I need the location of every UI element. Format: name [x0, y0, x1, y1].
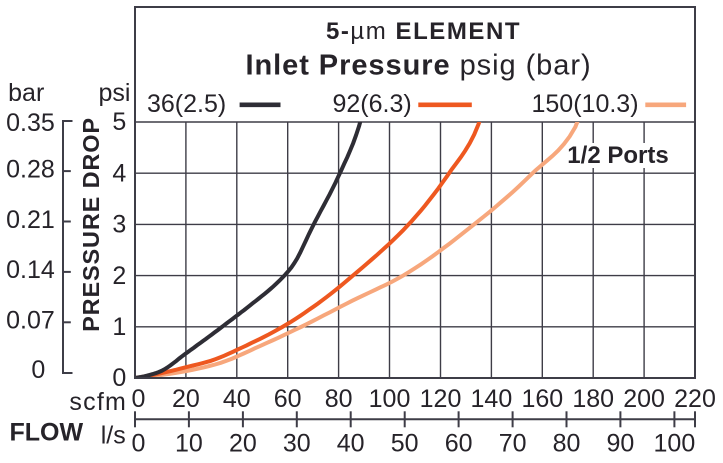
svg-text:220: 220	[674, 385, 716, 413]
svg-text:80: 80	[325, 385, 353, 413]
svg-text:0.35: 0.35	[6, 109, 55, 137]
svg-text:0.07: 0.07	[6, 307, 55, 335]
svg-text:4: 4	[112, 159, 126, 187]
svg-text:0: 0	[31, 356, 45, 384]
svg-text:0: 0	[131, 430, 145, 458]
svg-text:PRESSURE DROP: PRESSURE DROP	[78, 117, 104, 332]
svg-text:100: 100	[654, 430, 696, 458]
svg-text:0: 0	[131, 385, 145, 413]
svg-text:100: 100	[369, 385, 411, 413]
svg-text:0.21: 0.21	[6, 206, 55, 234]
svg-text:FLOW: FLOW	[10, 419, 84, 447]
svg-text:1: 1	[112, 313, 126, 341]
svg-text:5-µm ELEMENT: 5-µm ELEMENT	[326, 18, 521, 45]
svg-text:10: 10	[175, 430, 203, 458]
svg-text:140: 140	[471, 385, 513, 413]
svg-text:1/2 Ports: 1/2 Ports	[567, 142, 668, 169]
svg-text:20: 20	[229, 430, 257, 458]
svg-text:2: 2	[112, 262, 126, 290]
svg-text:0: 0	[112, 364, 126, 392]
svg-text:60: 60	[445, 430, 473, 458]
svg-text:60: 60	[274, 385, 302, 413]
svg-text:psi: psi	[99, 79, 131, 107]
svg-text:3: 3	[112, 211, 126, 239]
svg-text:40: 40	[337, 430, 365, 458]
svg-text:bar: bar	[8, 79, 44, 107]
svg-text:92(6.3): 92(6.3)	[333, 90, 412, 118]
svg-text:0.28: 0.28	[6, 156, 55, 184]
svg-text:Inlet Pressure psig (bar): Inlet Pressure psig (bar)	[245, 50, 591, 82]
svg-text:0.14: 0.14	[6, 256, 55, 284]
svg-text:36(2.5): 36(2.5)	[147, 90, 226, 118]
svg-text:l/s: l/s	[101, 422, 126, 450]
svg-text:5: 5	[112, 108, 126, 136]
svg-text:150(10.3): 150(10.3)	[532, 90, 639, 118]
svg-text:200: 200	[623, 385, 665, 413]
svg-text:120: 120	[420, 385, 462, 413]
svg-text:160: 160	[521, 385, 563, 413]
svg-text:80: 80	[553, 430, 581, 458]
svg-text:90: 90	[606, 430, 634, 458]
svg-text:50: 50	[391, 430, 419, 458]
svg-text:scfm: scfm	[69, 388, 127, 416]
svg-text:180: 180	[572, 385, 614, 413]
svg-text:20: 20	[172, 385, 200, 413]
svg-text:40: 40	[223, 385, 251, 413]
svg-text:70: 70	[499, 430, 527, 458]
svg-text:30: 30	[283, 430, 311, 458]
